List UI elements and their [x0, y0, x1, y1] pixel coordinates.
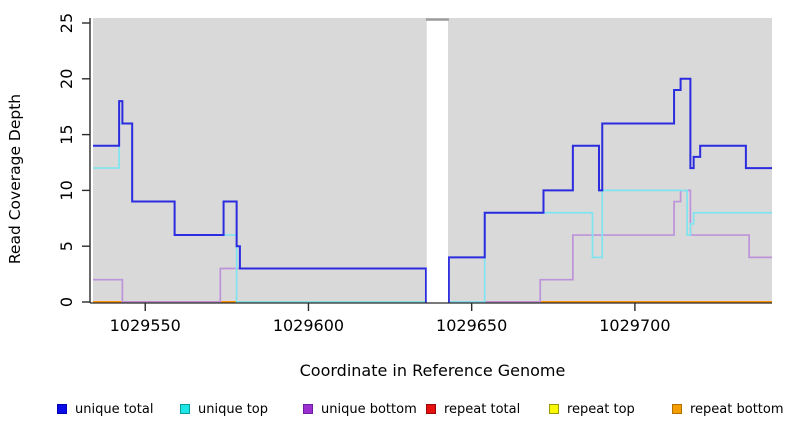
- x-tick-label: 1029650: [436, 316, 507, 335]
- legend-label: repeat total: [444, 401, 521, 417]
- legend-label: unique top: [198, 401, 269, 417]
- legend-label: repeat bottom: [690, 401, 784, 417]
- repeat-total-swatch-icon: [426, 404, 436, 414]
- legend-item-unique-top: unique top: [180, 401, 268, 417]
- y-tick-label: 25: [57, 13, 76, 33]
- unique-bottom-swatch-icon: [303, 404, 313, 414]
- legend-label: repeat top: [567, 401, 635, 417]
- legend-label: unique total: [75, 401, 154, 417]
- series-unique-total: [93, 77, 772, 303]
- y-axis-title: Read Coverage Depth: [6, 93, 24, 265]
- legend-item-unique-total: unique total: [57, 401, 153, 417]
- series-unique-bottom: [93, 189, 772, 303]
- y-tick-label: 0: [57, 297, 76, 307]
- unique-total-swatch-icon: [57, 404, 67, 414]
- legend-item-repeat-total: repeat total: [426, 401, 520, 417]
- x-tick-label: 1029550: [110, 316, 181, 335]
- x-tick-label: 1029600: [273, 316, 344, 335]
- y-tick-label: 20: [57, 69, 76, 89]
- y-tick-label: 15: [57, 124, 76, 144]
- repeat-bottom-swatch-icon: [672, 404, 682, 414]
- y-tick-label: 10: [57, 180, 76, 200]
- x-axis-title: Coordinate in Reference Genome: [299, 361, 566, 380]
- legend-item-repeat-bottom: repeat bottom: [672, 401, 784, 417]
- x-tick-label: 1029700: [599, 316, 670, 335]
- legend-item-unique-bottom: unique bottom: [303, 401, 417, 417]
- legend-label: unique bottom: [321, 401, 417, 417]
- legend-item-repeat-top: repeat top: [549, 401, 635, 417]
- repeat-top-swatch-icon: [549, 404, 559, 414]
- y-tick-label: 5: [57, 241, 76, 251]
- unique-top-swatch-icon: [180, 404, 190, 414]
- coverage-gap: [426, 17, 449, 303]
